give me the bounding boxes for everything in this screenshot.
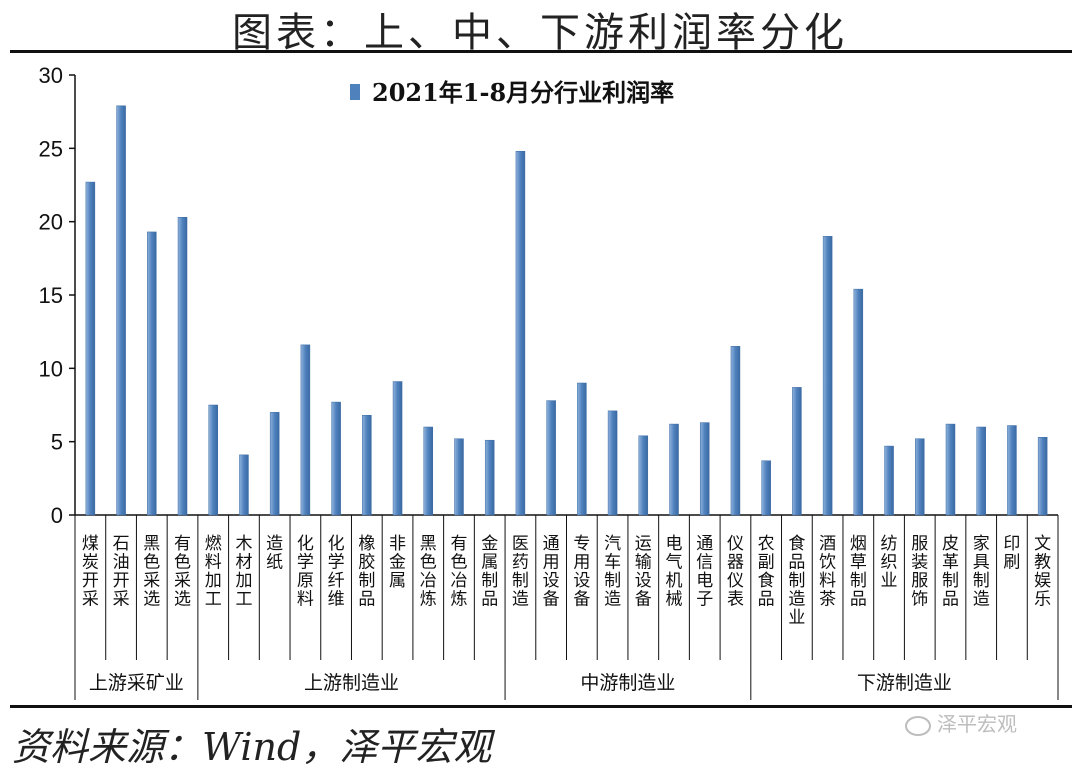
category-label: 石油开采 bbox=[113, 534, 130, 610]
bar bbox=[269, 412, 280, 516]
bar bbox=[761, 460, 771, 516]
category-label: 电气机械 bbox=[666, 534, 683, 610]
category-label: 汽车制造 bbox=[604, 534, 621, 610]
category-label: 纺织业 bbox=[881, 534, 898, 591]
bar bbox=[484, 439, 495, 516]
bar bbox=[208, 404, 218, 516]
category-label: 金属制品 bbox=[481, 534, 498, 610]
bar bbox=[85, 181, 96, 516]
category-label: 专用设备 bbox=[573, 534, 590, 610]
category-label: 造纸 bbox=[266, 534, 283, 573]
category-label: 运输设备 bbox=[635, 534, 652, 610]
category-label: 农副食品 bbox=[758, 534, 775, 610]
bar bbox=[884, 445, 894, 516]
y-tick-label: 10 bbox=[39, 356, 63, 381]
category-label: 通信电子 bbox=[696, 534, 713, 610]
watermark: 泽平宏观 bbox=[905, 708, 1017, 737]
bar bbox=[1007, 425, 1017, 516]
y-tick-label: 0 bbox=[51, 503, 63, 528]
bar bbox=[362, 415, 372, 516]
source-note: 资料来源：Wind，泽平宏观 bbox=[12, 725, 492, 769]
category-label: 酒饮料茶 bbox=[819, 534, 836, 610]
bar bbox=[577, 382, 587, 516]
bar bbox=[331, 401, 341, 516]
category-label: 家具制造 bbox=[973, 534, 990, 610]
y-tick-label: 25 bbox=[39, 136, 63, 161]
category-label: 燃料加工 bbox=[205, 534, 222, 610]
bar bbox=[699, 422, 710, 516]
category-label: 医药制造 bbox=[512, 534, 529, 610]
bar bbox=[792, 387, 802, 516]
legend-swatch bbox=[350, 84, 360, 100]
page-title: 图表：上、中、下游利润率分化 bbox=[232, 10, 848, 56]
bar bbox=[976, 426, 986, 516]
bar bbox=[300, 344, 311, 516]
title-divider bbox=[10, 50, 1072, 53]
bar bbox=[638, 435, 649, 516]
bar bbox=[147, 231, 157, 516]
category-label: 有色冶炼 bbox=[450, 534, 467, 610]
category-label: 化学纤维 bbox=[328, 534, 345, 610]
category-label: 煤炭开采 bbox=[82, 534, 99, 610]
footer-divider bbox=[10, 705, 1072, 708]
bar bbox=[454, 438, 464, 516]
category-label: 服装服饰 bbox=[911, 534, 928, 610]
bar bbox=[177, 217, 188, 516]
y-tick-label: 20 bbox=[39, 210, 63, 235]
bar bbox=[822, 236, 833, 516]
group-label: 下游制造业 bbox=[857, 672, 952, 694]
watermark-text: 泽平宏观 bbox=[937, 712, 1017, 736]
category-label: 文教娱乐 bbox=[1034, 534, 1051, 610]
category-label: 食品制造业 bbox=[788, 534, 805, 628]
bar bbox=[392, 381, 403, 516]
bar bbox=[915, 438, 925, 516]
bar bbox=[945, 423, 956, 516]
bar bbox=[1037, 437, 1048, 516]
bar bbox=[853, 288, 864, 516]
category-label: 通用设备 bbox=[543, 534, 560, 610]
bar bbox=[730, 346, 741, 516]
y-tick-label: 30 bbox=[39, 63, 63, 88]
chart-title: 2021年1-8月分行业利润率 bbox=[372, 78, 674, 107]
group-label: 上游采矿业 bbox=[89, 672, 184, 694]
category-label: 烟草制品 bbox=[850, 534, 867, 610]
bar bbox=[669, 423, 679, 516]
group-label: 上游制造业 bbox=[304, 672, 399, 694]
bar bbox=[423, 426, 434, 516]
bar bbox=[607, 410, 618, 516]
y-tick-label: 15 bbox=[39, 283, 63, 308]
category-label: 仪器仪表 bbox=[727, 534, 744, 610]
category-label: 橡胶制品 bbox=[358, 534, 375, 610]
bar bbox=[546, 400, 556, 516]
category-label: 黑色采选 bbox=[143, 534, 160, 610]
category-label: 黑色冶炼 bbox=[420, 534, 437, 610]
bar bbox=[239, 454, 249, 516]
category-label: 非金属 bbox=[389, 534, 406, 591]
category-label: 化学原料 bbox=[297, 534, 314, 610]
category-label: 印刷 bbox=[1003, 534, 1020, 573]
group-label: 中游制造业 bbox=[580, 672, 675, 694]
bar bbox=[515, 151, 526, 516]
category-label: 木材加工 bbox=[235, 534, 252, 610]
wechat-icon bbox=[905, 715, 931, 736]
category-label: 皮革制品 bbox=[942, 534, 959, 610]
category-label: 有色采选 bbox=[174, 534, 191, 610]
y-tick-label: 5 bbox=[51, 430, 63, 455]
bar bbox=[116, 105, 126, 516]
